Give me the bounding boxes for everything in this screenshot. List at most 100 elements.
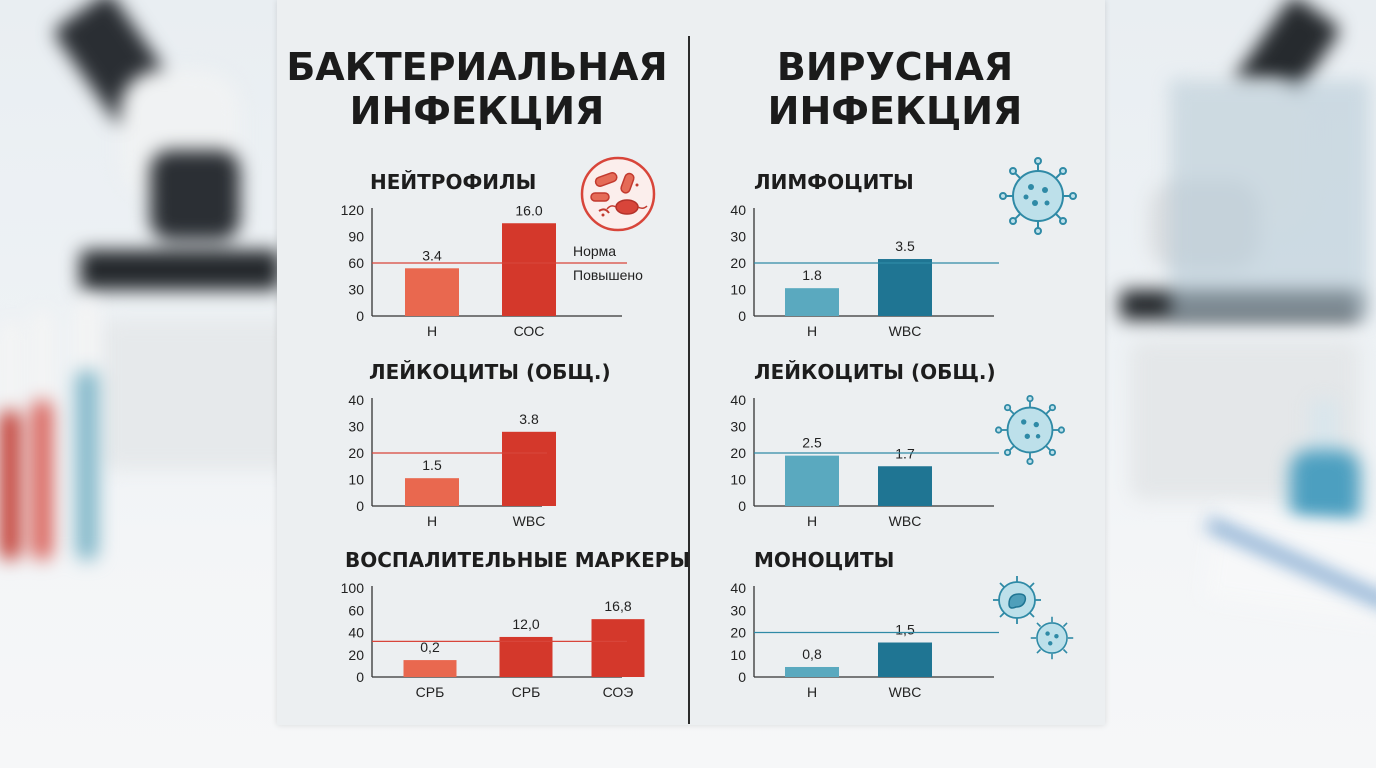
data-label: 1,5 (895, 622, 915, 638)
y-tick-label: 0 (356, 669, 364, 685)
category-label: СРБ (512, 684, 541, 700)
y-tick-label: 20 (730, 445, 746, 461)
section-title: ВОСПАЛИТЕЛЬНЫЕ МАРКЕРЫ (345, 548, 691, 572)
bar (785, 455, 839, 506)
annotation-elevated: Повышено (573, 267, 643, 283)
flask (1290, 400, 1360, 520)
y-tick-label: 60 (348, 602, 364, 618)
category-label: Н (807, 513, 817, 529)
virus-icon (1030, 616, 1074, 660)
monocytes-chart: 40 30 20 10 0 0,8 Н 1,5 WBC (730, 580, 999, 700)
leukocytes-bacterial-chart: 40 30 20 10 0 1.5 Н 3.8 WBC (348, 392, 556, 529)
bacteria-icon (580, 156, 656, 232)
y-tick-label: 30 (348, 282, 364, 298)
y-tick-label: 0 (738, 308, 746, 324)
section-title: ЛИМФОЦИТЫ (754, 170, 914, 194)
y-tick-label: 10 (730, 647, 746, 663)
y-tick-label: 0 (738, 498, 746, 514)
y-tick-label: 10 (348, 472, 364, 488)
data-label: 3.4 (422, 247, 442, 263)
viral-title-line1: ВИРУСНАЯ (776, 45, 1014, 89)
category-label: WBC (513, 513, 546, 529)
y-tick-label: 40 (730, 202, 746, 218)
y-tick-label: 40 (730, 580, 746, 596)
y-tick-label: 20 (348, 445, 364, 461)
y-tick-label: 10 (730, 282, 746, 298)
data-label: 3.5 (895, 238, 915, 254)
y-tick-label: 40 (348, 625, 364, 641)
y-tick-label: 0 (356, 498, 364, 514)
y-tick-label: 20 (348, 647, 364, 663)
y-tick-label: 30 (348, 419, 364, 435)
data-label: 0,8 (802, 646, 822, 662)
viral-title-line2: ИНФЕКЦИЯ (767, 89, 1023, 133)
inflammatory-markers-chart: 100 60 40 20 0 0,2 СРБ 12,0 СРБ 16,8 СОЭ (341, 580, 645, 700)
y-tick-label: 20 (730, 625, 746, 641)
monocyte-icon (993, 576, 1041, 624)
virus-icon (995, 395, 1065, 465)
paper-sheet (1204, 507, 1376, 623)
category-label: СРБ (416, 684, 445, 700)
bar (785, 288, 839, 316)
section-title: МОНОЦИТЫ (754, 548, 895, 572)
viral-title: ВИРУСНАЯ ИНФЕКЦИЯ (695, 45, 1095, 133)
category-label: Н (807, 323, 817, 339)
bar (502, 223, 556, 316)
bacterial-title-line2: ИНФЕКЦИЯ (349, 89, 605, 133)
section-title: ЛЕЙКОЦИТЫ (ОБЩ.) (754, 360, 996, 384)
category-label: WBC (889, 684, 922, 700)
lymphocytes-chart: 40 30 20 10 0 1.8 Н 3.5 WBC (730, 202, 999, 339)
y-tick-label: 40 (348, 392, 364, 408)
y-tick-label: 0 (738, 669, 746, 685)
bar (403, 660, 457, 677)
bar (405, 268, 459, 316)
window-right (1170, 80, 1370, 320)
bacterial-title: БАКТЕРИАЛЬНАЯ ИНФЕКЦИЯ (277, 45, 677, 133)
y-tick-label: 100 (341, 580, 365, 596)
y-tick-label: 40 (730, 392, 746, 408)
bar (502, 431, 556, 506)
section-title: ЛЕЙКОЦИТЫ (ОБЩ.) (369, 360, 611, 384)
category-label: СОС (514, 323, 545, 339)
microscope-left (51, 0, 300, 500)
data-label: 16.0 (515, 202, 542, 218)
category-label: WBC (889, 513, 922, 529)
bar (405, 478, 459, 506)
y-tick-label: 60 (348, 255, 364, 271)
category-label: Н (427, 513, 437, 529)
bar (878, 466, 932, 506)
y-tick-label: 30 (730, 602, 746, 618)
y-tick-label: 20 (730, 255, 746, 271)
data-label: 3.8 (519, 411, 539, 427)
y-tick-label: 90 (348, 229, 364, 245)
poster: БАКТЕРИАЛЬНАЯ ИНФЕКЦИЯ ВИРУСНАЯ ИНФЕКЦИЯ… (277, 0, 1105, 725)
neutrophils-chart: 120 90 60 30 0 3.4 Н 16.0 СОС Норма Повышено (341, 202, 643, 339)
data-label: 16,8 (604, 598, 631, 614)
bar (785, 666, 839, 677)
category-label: СОЭ (603, 684, 634, 700)
center-divider (688, 36, 690, 724)
section-title: НЕЙТРОФИЛЫ (370, 170, 537, 194)
y-tick-label: 10 (730, 472, 746, 488)
bar (878, 642, 932, 677)
category-label: Н (427, 323, 437, 339)
data-label: 1.8 (802, 267, 822, 283)
y-tick-label: 0 (356, 308, 364, 324)
bar (591, 619, 645, 677)
y-tick-label: 30 (730, 229, 746, 245)
bar (499, 636, 553, 677)
y-tick-label: 120 (341, 202, 365, 218)
bacterial-title-line1: БАКТЕРИАЛЬНАЯ (286, 45, 668, 89)
data-label: 2.5 (802, 435, 822, 451)
virus-icon (999, 157, 1077, 235)
data-label: 0,2 (420, 639, 440, 655)
category-label: WBC (889, 323, 922, 339)
annotation-norm: Норма (573, 243, 616, 259)
data-label: 12,0 (512, 616, 539, 632)
category-label: Н (807, 684, 817, 700)
bar (878, 259, 932, 316)
y-tick-label: 30 (730, 419, 746, 435)
data-label: 1.5 (422, 457, 442, 473)
